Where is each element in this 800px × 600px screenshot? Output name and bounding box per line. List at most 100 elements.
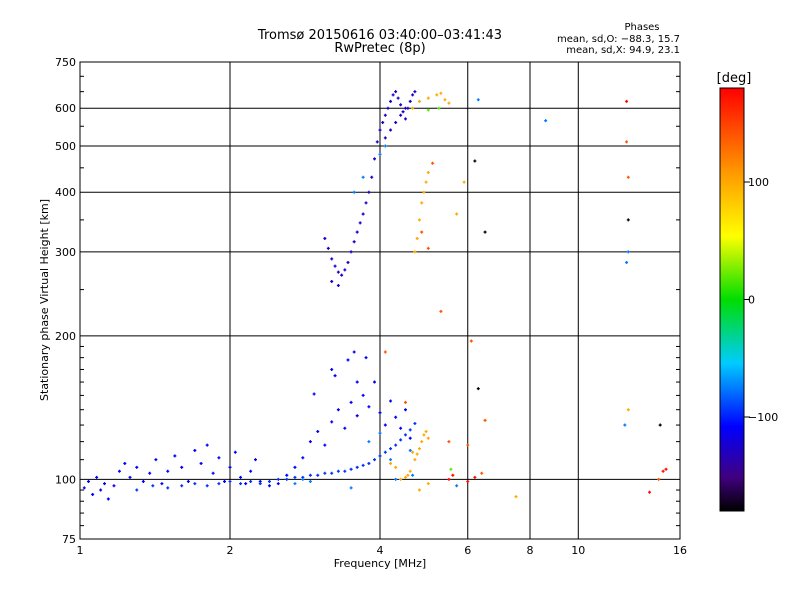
data-points (82, 90, 668, 501)
data-point (383, 450, 387, 454)
data-point (626, 175, 630, 179)
data-point (389, 461, 393, 465)
data-point (408, 436, 412, 440)
data-point (399, 103, 403, 107)
x-axis-label: Frequency [MHz] (334, 557, 426, 570)
colorbar-tick-label: −100 (748, 411, 778, 424)
data-point (386, 106, 390, 110)
data-point (403, 475, 407, 479)
data-point (358, 221, 362, 225)
data-point (336, 469, 340, 473)
data-point (205, 443, 209, 447)
x-tick-label: 2 (227, 544, 234, 557)
x-tick-label: 4 (377, 544, 384, 557)
data-point (151, 484, 155, 488)
data-point (336, 408, 340, 412)
data-point (389, 458, 393, 462)
data-point (417, 488, 421, 492)
data-point (406, 473, 410, 477)
data-point (417, 447, 421, 451)
phases-mean-o: mean, sd,O: −88.3, 15.7 (557, 34, 680, 45)
data-point (415, 236, 419, 240)
data-point (293, 482, 297, 486)
data-point (82, 486, 86, 490)
data-point (403, 117, 407, 121)
data-point (211, 471, 215, 475)
data-point (483, 230, 487, 234)
data-point (661, 469, 665, 473)
data-point (437, 106, 441, 110)
data-point (476, 98, 480, 102)
data-point (403, 400, 407, 404)
data-point (417, 99, 421, 103)
x-tick-label: 16 (673, 544, 687, 557)
data-point (466, 443, 470, 447)
data-point (361, 463, 365, 467)
data-point (364, 201, 368, 205)
data-point (439, 309, 443, 313)
data-point (95, 475, 99, 479)
data-point (664, 467, 668, 471)
x-axis-ticks: 1 2 4 6 8 10 16 (77, 544, 688, 557)
x-tick-label: 8 (527, 544, 534, 557)
data-point (355, 465, 359, 469)
data-point (394, 443, 398, 447)
data-point (336, 270, 340, 274)
data-point (375, 140, 379, 144)
data-point (352, 350, 356, 354)
data-point (394, 121, 398, 125)
data-point (383, 350, 387, 354)
data-point (253, 458, 257, 462)
data-point (316, 430, 320, 434)
data-point (361, 175, 365, 179)
y-tick-label: 600 (55, 102, 76, 115)
data-point (349, 486, 353, 490)
data-point (276, 482, 280, 486)
data-point (323, 236, 327, 240)
data-point (312, 392, 316, 396)
data-point (276, 477, 280, 481)
data-point (330, 367, 334, 371)
data-point (389, 399, 393, 403)
data-point (439, 91, 443, 95)
x-tick-label: 6 (464, 544, 471, 557)
data-point (205, 484, 209, 488)
phases-heading: Phases (624, 22, 659, 33)
data-point (308, 440, 312, 444)
colorbar (719, 87, 745, 512)
data-point (239, 475, 243, 479)
data-point (455, 212, 459, 216)
data-point (403, 408, 407, 412)
data-point (626, 218, 630, 222)
data-point (352, 190, 356, 194)
data-point (249, 479, 253, 483)
data-point (408, 448, 412, 452)
data-point (449, 467, 453, 471)
data-point (378, 411, 382, 415)
data-point (625, 260, 629, 264)
data-point (626, 250, 630, 254)
data-point (401, 110, 405, 114)
data-point (336, 283, 340, 287)
data-point (424, 180, 428, 184)
data-point (396, 96, 400, 100)
data-point (447, 477, 451, 481)
data-point (349, 400, 353, 404)
data-point (267, 479, 271, 483)
data-point (473, 475, 477, 479)
data-point (285, 473, 289, 477)
data-point (367, 461, 371, 465)
data-point (293, 465, 297, 469)
colorbar-tick-label: 100 (748, 176, 769, 189)
data-point (333, 264, 337, 268)
data-point (349, 250, 353, 254)
data-point (411, 93, 415, 97)
data-point (361, 212, 365, 216)
data-point (186, 479, 190, 483)
chart-subtitle: RwPretec (8p) (334, 41, 425, 56)
data-point (346, 358, 350, 362)
data-point (228, 479, 232, 483)
data-point (422, 190, 426, 194)
data-point (112, 484, 116, 488)
data-point (413, 458, 417, 462)
